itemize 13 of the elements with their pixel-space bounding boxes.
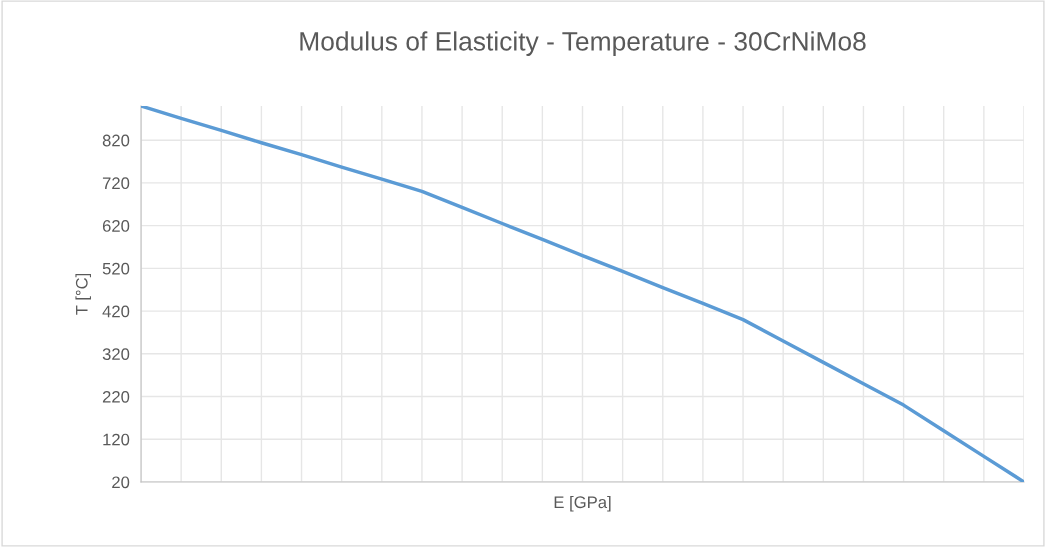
y-tick-label: 120 xyxy=(103,433,130,446)
y-tick-label: 420 xyxy=(102,305,130,318)
y-tick-label: 620 xyxy=(102,220,130,232)
y-tick-label: 20 xyxy=(112,476,130,489)
y-tick-label: 720 xyxy=(102,177,130,190)
y-tick-label: 820 xyxy=(102,134,130,147)
y-tick-label: 220 xyxy=(102,390,130,403)
chart-title: Modulus of Elasticity - Temperature - 30CrNiMo8 xyxy=(300,31,866,56)
y-axis-title: T [°C] xyxy=(75,273,91,315)
line-series xyxy=(141,106,1024,482)
x-axis-title: E [GPa] xyxy=(554,495,611,512)
y-tick-label: 320 xyxy=(102,348,130,361)
y-tick-label: 520 xyxy=(102,262,130,275)
